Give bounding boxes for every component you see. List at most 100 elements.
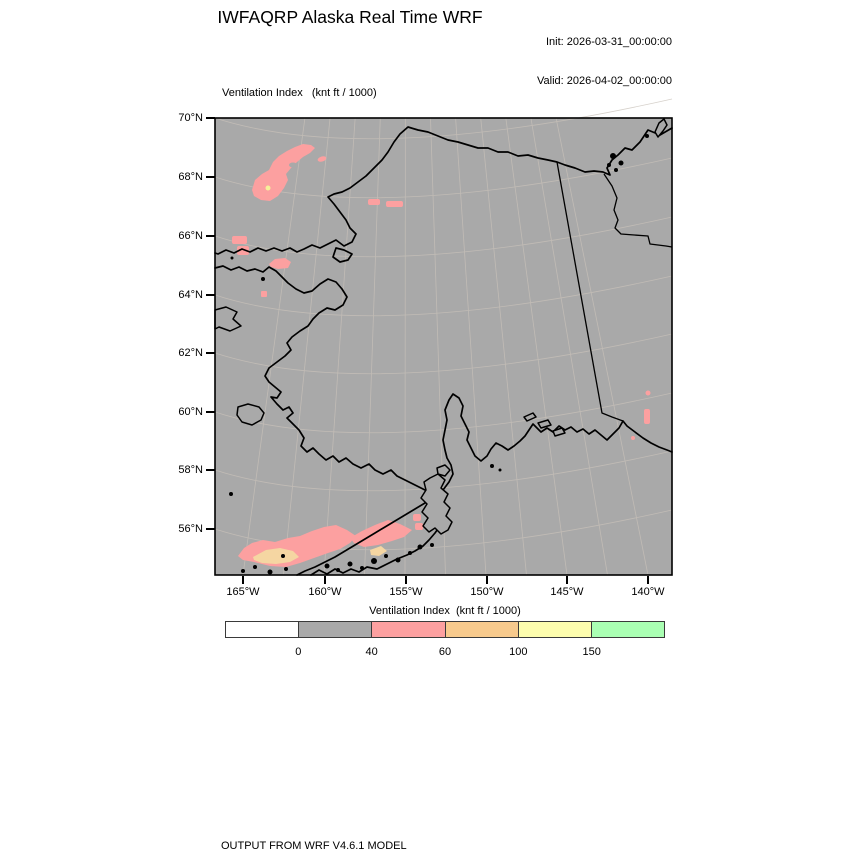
vi-patch-kodiak [415,523,423,530]
vi-patch-southeast [645,390,651,396]
graticule-parallel [214,275,673,317]
lat-tick [206,528,215,530]
islands [214,118,668,535]
lon-tick [566,576,568,584]
footer: OUTPUT FROM WRF V4.6.1 MODEL WE = 225 ; … [221,813,654,850]
graticule-meridian [323,117,356,576]
valid-time: Valid: 2026-04-02_00:00:00 [537,75,672,87]
montague-island [552,427,566,437]
mackenzie-island [654,118,668,138]
map-frame [214,117,673,576]
graticule-meridian [505,117,568,576]
footer-model-line: OUTPUT FROM WRF V4.6.1 MODEL [221,840,407,850]
graticule-meridian [455,117,487,576]
lon-tick-label: 165°W [226,586,260,598]
lat-tick [206,294,215,296]
map-area [214,98,673,576]
lon-tick [324,576,326,584]
graticule-parallel [214,333,673,375]
graticule-meridian [530,117,608,576]
page-title: IWFAQRP Alaska Real Time WRF [217,7,483,27]
colorbar-tick-label: 60 [438,646,452,658]
lon-tick-label: 155°W [389,586,423,598]
lon-tick-label: 160°W [308,586,342,598]
nunivak-island [236,403,265,426]
colorbar-segment [298,622,372,637]
graticule-parallel [214,392,673,434]
colorbar [225,621,665,638]
lon-tick-label: 150°W [470,586,504,598]
vi-patch-seward [269,258,291,269]
map-variable-label: Ventilation Index (knt ft / 1000) [222,87,377,99]
lat-tick [206,411,215,413]
selawik-lake [332,247,353,263]
lat-tick-label: 66°N [178,230,203,242]
graticule-meridian [555,117,649,576]
colorbar-tick-label: 40 [365,646,378,658]
small-island-dots [229,134,649,575]
lat-tick [206,176,215,178]
lat-tick-label: 64°N [178,289,203,301]
ventilation-index-patches [232,144,651,567]
graticule-meridian [480,117,527,576]
vi-patch-peninsula [350,520,412,547]
colorbar-tick-label: 100 [509,646,528,658]
colorbar-segment [590,622,665,637]
vi-patch-kodiak [413,514,421,521]
colorbar-segment [226,622,299,637]
lat-tick-label: 70°N [178,112,203,124]
colorbar-segment [517,622,591,637]
run-times: Init: 2026-03-31_00:00:00 Valid: 2026-04… [537,10,672,114]
lon-tick-label: 140°W [631,586,665,598]
border-141w [556,161,624,422]
colorbar-title: Ventilation Index (knt ft / 1000) [369,605,521,617]
pws-island [523,412,537,422]
vi-patch-coast [232,236,247,244]
border-northeast [603,173,673,248]
colorbar-tick-label: 0 [295,646,302,658]
afognak-island [436,464,451,477]
colorbar-tick-label: 150 [582,646,601,658]
north-coastline [214,126,673,255]
graticule-parallel [214,98,673,140]
lat-tick-label: 68°N [178,171,203,183]
graticule-parallel [214,450,673,492]
vi-patch-hole [289,162,297,168]
st-lawrence-island [214,306,242,332]
vi-patch-peninsula-tan [370,546,387,556]
lon-tick [486,576,488,584]
vi-patch-north-strip [386,201,403,207]
lon-tick-label: 145°W [550,586,584,598]
graticule-meridian [242,117,306,576]
vi-patch-southeast [644,409,650,424]
lat-tick [206,352,215,354]
lat-tick-label: 56°N [178,523,203,535]
lon-tick [647,576,649,584]
vi-patch-southwest-tan [253,548,299,564]
pws-island [537,419,552,429]
graticule-meridian [283,117,331,576]
lat-tick-label: 60°N [178,406,203,418]
vi-patch-southeast [631,436,635,440]
graticule-lines [214,98,673,576]
graticule-meridian [364,117,381,576]
vi-patch-yellow-dot [265,185,271,191]
lat-tick [206,117,215,119]
lat-tick-label: 62°N [178,347,203,359]
lat-tick [206,469,215,471]
lat-tick-label: 58°N [178,464,203,476]
map-canvas [214,98,673,576]
vi-patch-north-strip [368,199,380,205]
vi-patch-coast [237,246,249,255]
colorbar-segment [371,622,445,637]
init-time: Init: 2026-03-31_00:00:00 [546,36,672,48]
lat-tick [206,235,215,237]
colorbar-segment [444,622,518,637]
vi-patch-small [261,291,267,297]
kodiak-island [420,473,453,535]
graticule-parallel [214,216,673,258]
vi-patch-northwest-fragment [317,156,327,162]
lon-tick [405,576,407,584]
graticule-parallel [214,509,673,551]
